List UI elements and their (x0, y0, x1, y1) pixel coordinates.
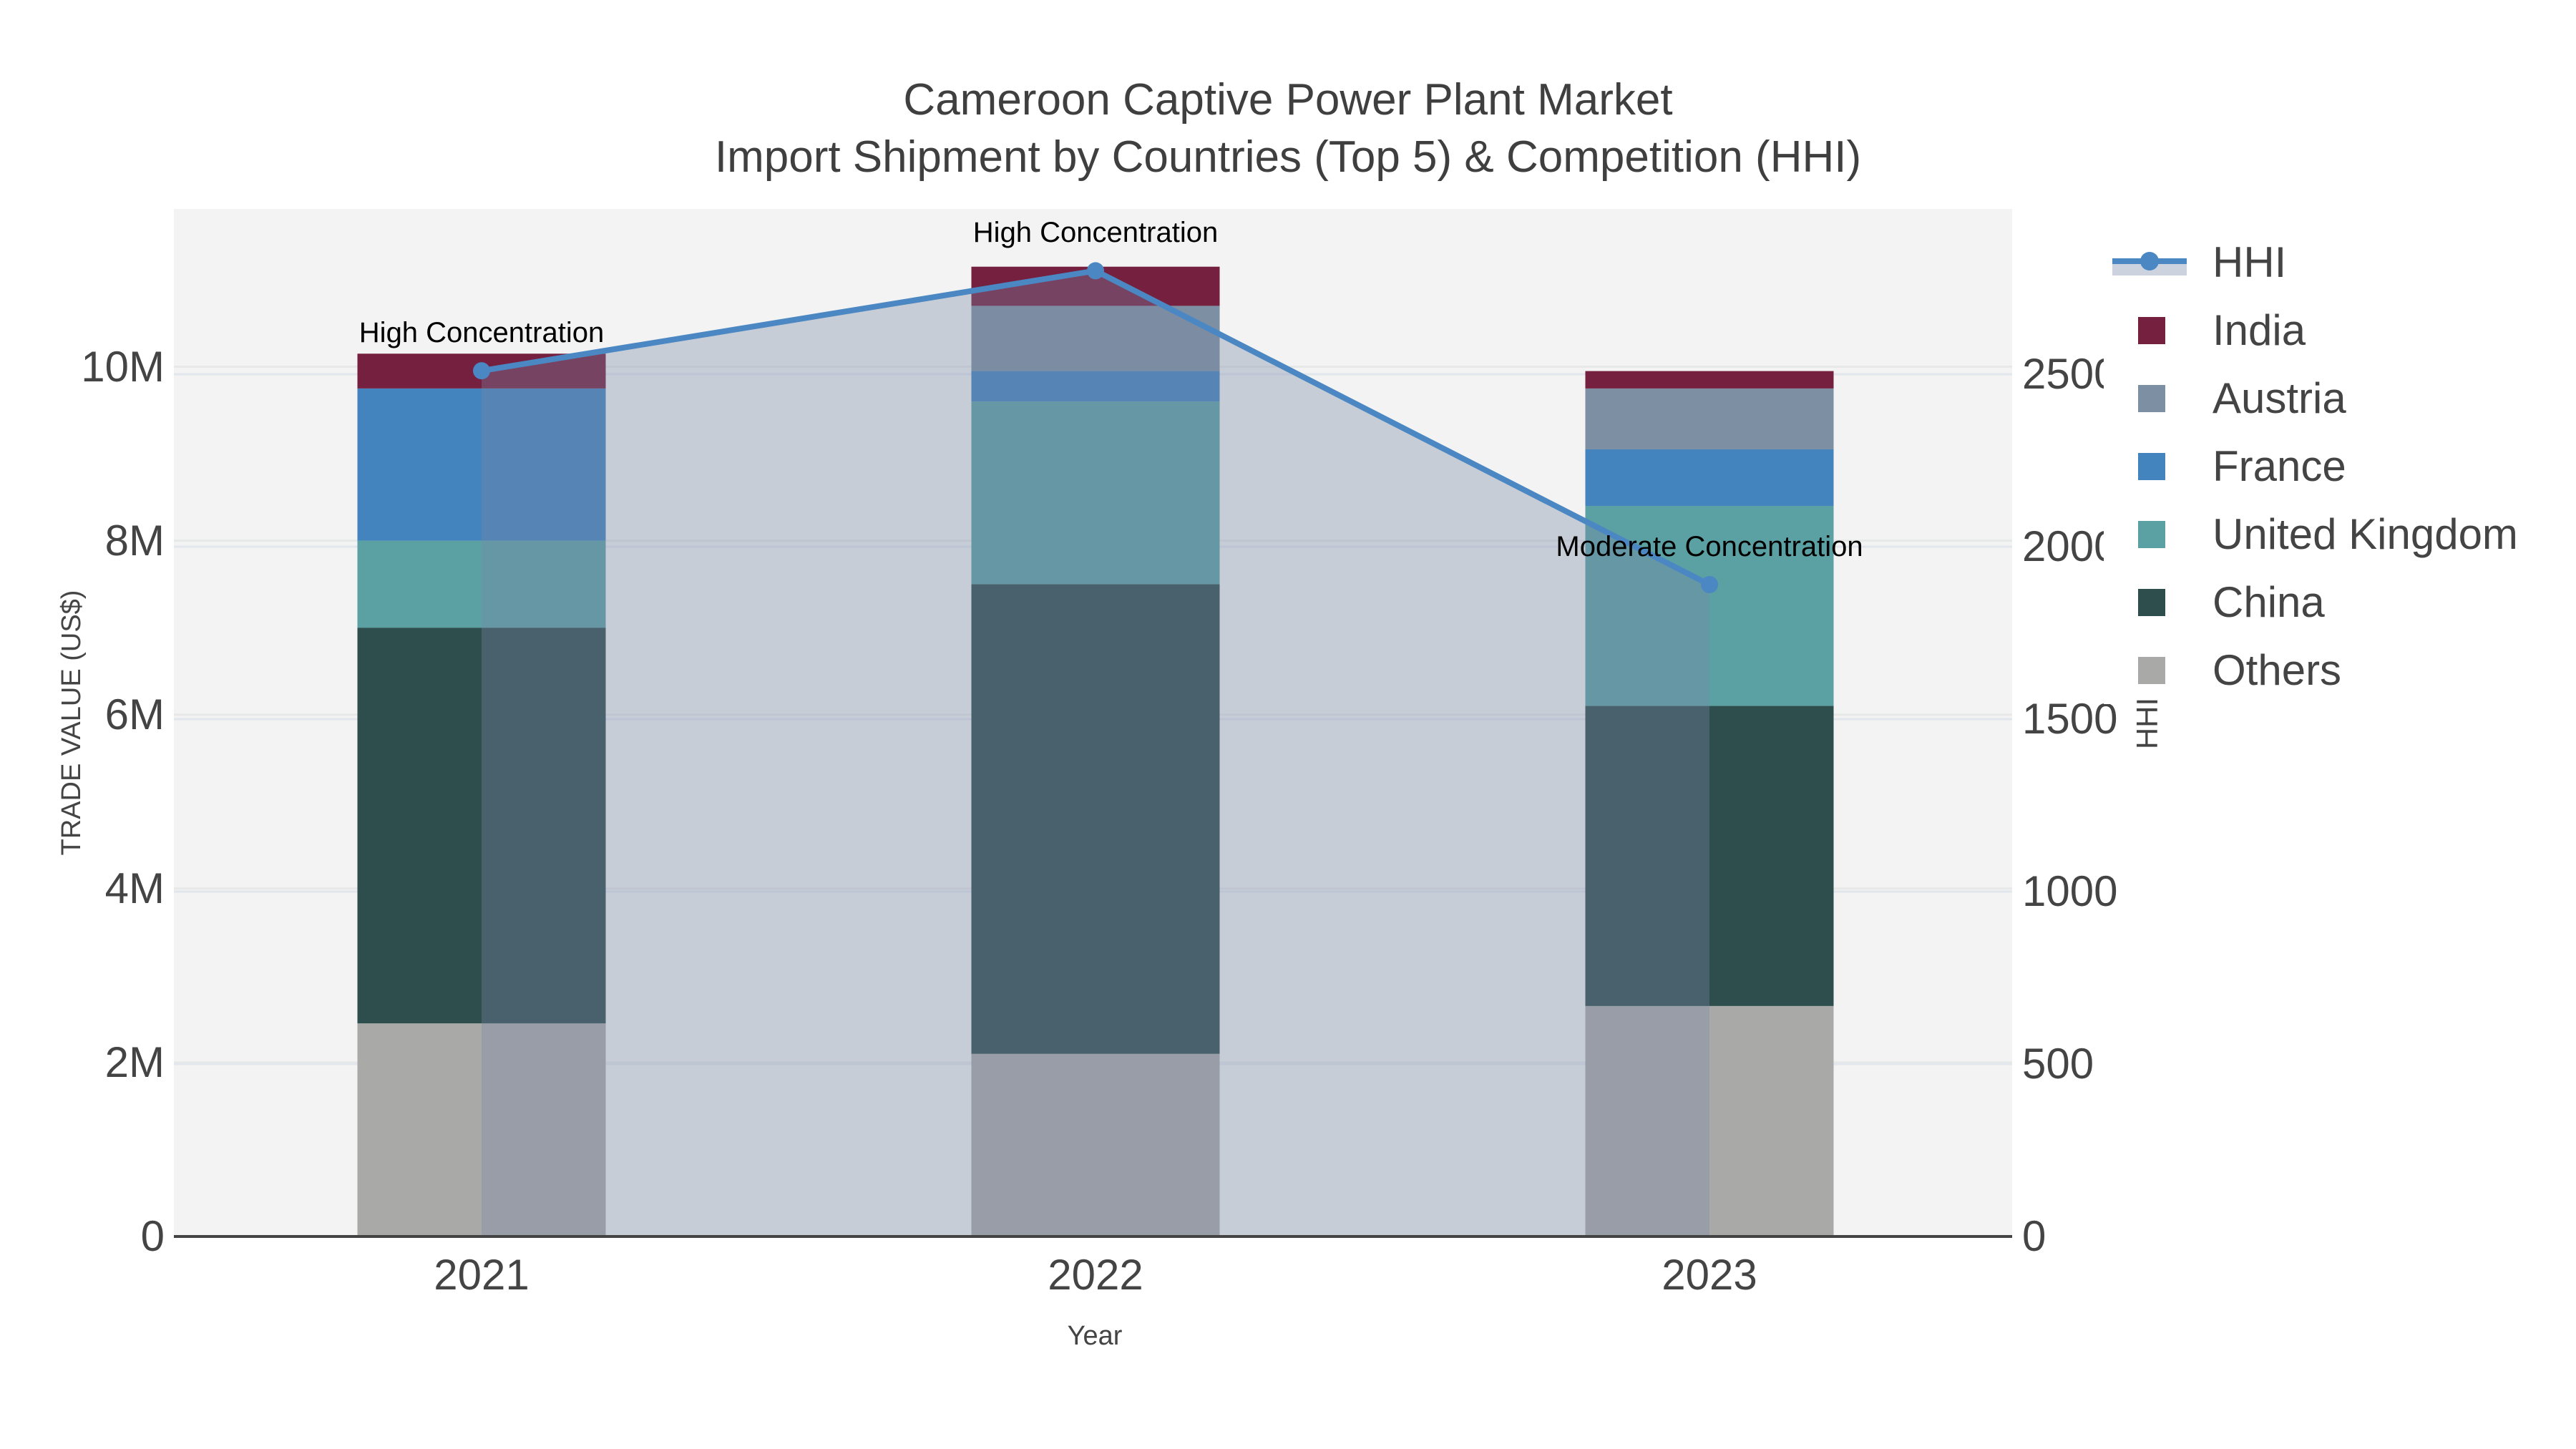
y-right-tick-0: 0 (2022, 1212, 2046, 1260)
legend-label-france: France (2212, 442, 2346, 490)
legend-icon-cell-others (2104, 656, 2198, 684)
legend-swatch-united-kingdom (2138, 520, 2165, 548)
bar-segment-india-2023[interactable] (1585, 371, 1834, 389)
y-right-tick-2500: 2500 (2022, 350, 2118, 398)
x-tick-2023: 2023 (1662, 1251, 1757, 1299)
bar-segment-france-2022[interactable] (971, 371, 1220, 402)
legend-item-united-kingdom[interactable]: United Kingdom (2104, 500, 2576, 568)
chart-title-line-1: Cameroon Captive Power Plant Market (903, 75, 1673, 125)
bar-segment-others-2022[interactable] (971, 1053, 1220, 1236)
bar-segment-france-2023[interactable] (1585, 449, 1834, 506)
legend-icon-cell-india (2104, 317, 2198, 345)
y-axis-title-right: HHI (2130, 697, 2164, 750)
annotation-2023: Moderate Concentration (1556, 531, 1863, 563)
y-right-tick-2000: 2000 (2022, 522, 2118, 570)
y-right-tick-1500: 1500 (2022, 695, 2118, 743)
legend-label-austria: Austria (2212, 374, 2346, 423)
bar-segment-austria-2023[interactable] (1585, 388, 1834, 449)
y-left-tick-4M: 4M (104, 864, 165, 912)
legend-item-hhi[interactable]: HHI (2104, 229, 2576, 297)
hhi-marker-2023[interactable] (1701, 576, 1718, 594)
y-left-tick-8M: 8M (104, 516, 165, 565)
legend-label-china: China (2212, 577, 2325, 626)
legend-label-united-kingdom: United Kingdom (2212, 509, 2518, 558)
bar-segment-china-2022[interactable] (971, 584, 1220, 1054)
legend-icon-cell-united-kingdom (2104, 520, 2198, 548)
y-left-tick-2M: 2M (104, 1038, 165, 1086)
legend-swatch-china (2138, 588, 2165, 616)
legend-icon-cell-austria (2104, 385, 2198, 413)
hhi-area-fill (482, 270, 1709, 1236)
bar-segment-france-2021[interactable] (357, 388, 606, 541)
legend-item-france[interactable]: France (2104, 433, 2576, 501)
legend-item-austria[interactable]: Austria (2104, 365, 2576, 433)
bar-segment-united-kingdom-2022[interactable] (971, 401, 1220, 585)
legend: HHI India Austria France United Kingdom China… (2104, 229, 2576, 704)
annotation-2021: High Concentration (358, 317, 605, 349)
legend-swatch-others (2138, 656, 2165, 684)
legend-item-others[interactable]: Others (2104, 636, 2576, 704)
chart-title: Cameroon Captive Power Plant Market Impo… (0, 72, 2576, 186)
legend-item-china[interactable]: China (2104, 568, 2576, 636)
legend-label-hhi: HHI (2212, 238, 2287, 287)
legend-swatch-france (2138, 453, 2165, 480)
y-axis-right-tick-labels: 0 500 1000 1500 2000 2500 (2022, 0, 2124, 1449)
x-axis-title: Year (1067, 1321, 1123, 1351)
legend-icon-cell-france (2104, 453, 2198, 480)
bar-segment-china-2023[interactable] (1585, 706, 1834, 1006)
y-right-tick-500: 500 (2022, 1040, 2094, 1088)
legend-label-others: Others (2212, 645, 2342, 694)
bar-segment-others-2023[interactable] (1585, 1005, 1834, 1236)
legend-icon-cell-china (2104, 588, 2198, 616)
hhi-line-icon (2112, 247, 2187, 278)
bar-segment-austria-2022[interactable] (971, 306, 1220, 371)
y-right-tick-1000: 1000 (2022, 867, 2118, 915)
legend-swatch-india (2138, 317, 2165, 345)
x-tick-2022: 2022 (1048, 1251, 1143, 1299)
y-left-tick-0: 0 (140, 1212, 165, 1260)
hhi-marker-2022[interactable] (1087, 262, 1104, 280)
y-left-tick-6M: 6M (104, 690, 165, 738)
bar-segment-china-2021[interactable] (357, 628, 606, 1024)
legend-label-india: India (2212, 306, 2306, 355)
legend-item-india[interactable]: India (2104, 297, 2576, 365)
hhi-marker-swatch (2140, 252, 2159, 271)
chart-title-line-2: Import Shipment by Countries (Top 5) & C… (714, 132, 1862, 182)
legend-icon-cell-hhi (2104, 247, 2198, 278)
legend-swatch-austria (2138, 385, 2165, 413)
bar-segment-united-kingdom-2021[interactable] (357, 540, 606, 628)
hhi-marker-2021[interactable] (473, 362, 490, 380)
y-axis-title-left: TRADE VALUE (US$) (57, 590, 87, 856)
bar-segment-others-2021[interactable] (357, 1023, 606, 1236)
annotation-2022: High Concentration (972, 217, 1219, 249)
y-left-tick-10M: 10M (81, 342, 165, 391)
x-tick-2021: 2021 (434, 1251, 530, 1299)
